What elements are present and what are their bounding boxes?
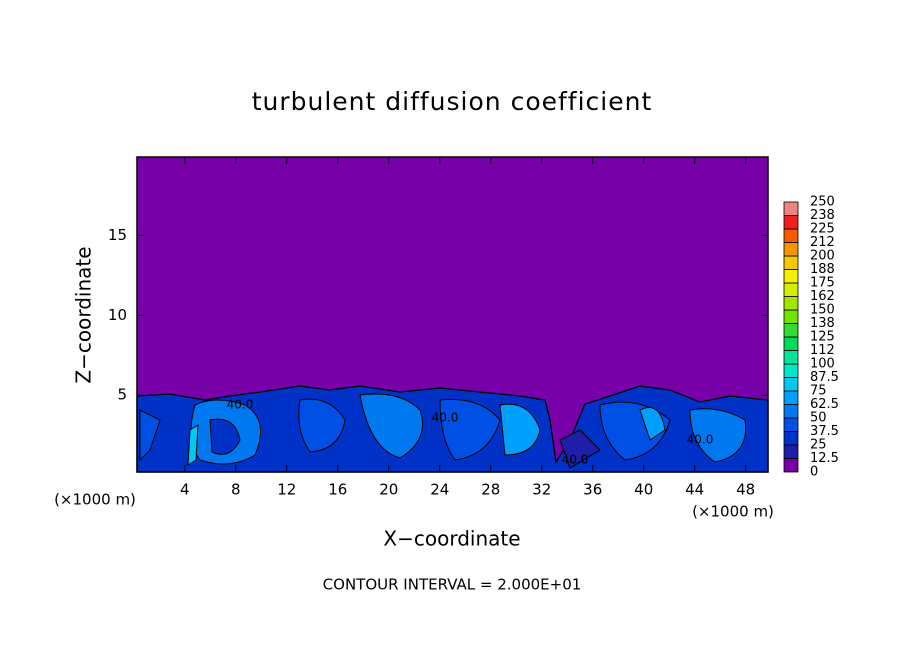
colorbar-label: 138 [810, 316, 835, 331]
field-region [689, 408, 747, 463]
colorbar-box [783, 282, 799, 297]
colorbar-box [783, 431, 799, 446]
x-tick-label: 36 [583, 481, 602, 499]
y-tick-label: 10 [108, 306, 127, 324]
colorbar-box [783, 350, 799, 365]
colorbar-box [783, 363, 799, 378]
x-tick-label: 48 [736, 481, 755, 499]
colorbar-label: 25 [810, 438, 827, 453]
contour-label: 40.0 [562, 453, 589, 467]
x-axis-label: X−coordinate [383, 527, 520, 551]
colorbar-label: 188 [810, 262, 835, 277]
colorbar-label: 62.5 [810, 397, 839, 412]
y-tick-label: 5 [117, 386, 127, 404]
colorbar-box [783, 309, 799, 324]
colorbar-label: 0 [810, 465, 818, 480]
colorbar-label: 200 [810, 249, 835, 264]
field-region [359, 393, 423, 459]
x-tick-label: 44 [685, 481, 704, 499]
colorbar-label: 225 [810, 222, 835, 237]
footer: CONTOUR INTERVAL = 2.000E+01 [323, 576, 582, 594]
colorbar-label: 250 [810, 195, 835, 210]
x-tick-label: 24 [430, 481, 449, 499]
colorbar-box [783, 377, 799, 392]
x-tick-label: 16 [328, 481, 347, 499]
field-region [499, 403, 541, 456]
colorbar-box [783, 390, 799, 405]
x-tick-label: 32 [532, 481, 551, 499]
colorbar-label: 162 [810, 289, 835, 304]
contour-label: 40.0 [432, 411, 459, 425]
colorbar-label: 87.5 [810, 370, 839, 385]
colorbar-box [783, 458, 799, 473]
x-unit: (×1000 m) [692, 503, 774, 521]
colorbar-label: 37.5 [810, 424, 839, 439]
x-unit: (×1000 m) [54, 491, 136, 509]
colorbar-label: 125 [810, 330, 835, 345]
field-region [187, 424, 199, 466]
colorbar-label: 212 [810, 235, 835, 250]
x-tick-label: 4 [180, 481, 190, 499]
colorbar-label: 150 [810, 303, 835, 318]
colorbar-box [783, 228, 799, 243]
colorbar-label: 100 [810, 357, 835, 372]
colorbar-label: 12.5 [810, 451, 839, 466]
y-tick-label: 15 [108, 226, 127, 244]
colorbar-box [783, 336, 799, 351]
colorbar-label: 75 [810, 384, 827, 399]
colorbar-label: 50 [810, 411, 827, 426]
colorbar-box [783, 296, 799, 311]
plot-frame [136, 156, 769, 473]
x-tick-label: 28 [481, 481, 500, 499]
y-axis-label: Z−coordinate [72, 246, 96, 383]
x-tick-label: 12 [277, 481, 296, 499]
colorbar-label: 175 [810, 276, 835, 291]
colorbar-box [783, 417, 799, 432]
colorbar-box [783, 255, 799, 270]
colorbar-box [783, 201, 799, 216]
field-region [298, 398, 346, 453]
colorbar-label: 112 [810, 343, 835, 358]
field-region [639, 407, 666, 441]
colorbar-label: 238 [810, 208, 835, 223]
x-tick-label: 20 [379, 481, 398, 499]
x-tick-label: 40 [634, 481, 653, 499]
colorbar-box [783, 444, 799, 459]
field-region [209, 418, 241, 455]
colorbar-box [783, 215, 799, 230]
field-region [439, 398, 501, 461]
x-tick-label: 8 [231, 481, 241, 499]
field-region [139, 409, 161, 462]
colorbar-box [783, 404, 799, 419]
colorbar-box [783, 269, 799, 284]
colorbar-box [783, 242, 799, 257]
contour-label: 40.0 [687, 433, 714, 447]
chart-title: turbulent diffusion coefficient [252, 87, 653, 116]
field-region [559, 429, 601, 469]
contour-label: 40.0 [227, 398, 254, 412]
colorbar-box [783, 323, 799, 338]
